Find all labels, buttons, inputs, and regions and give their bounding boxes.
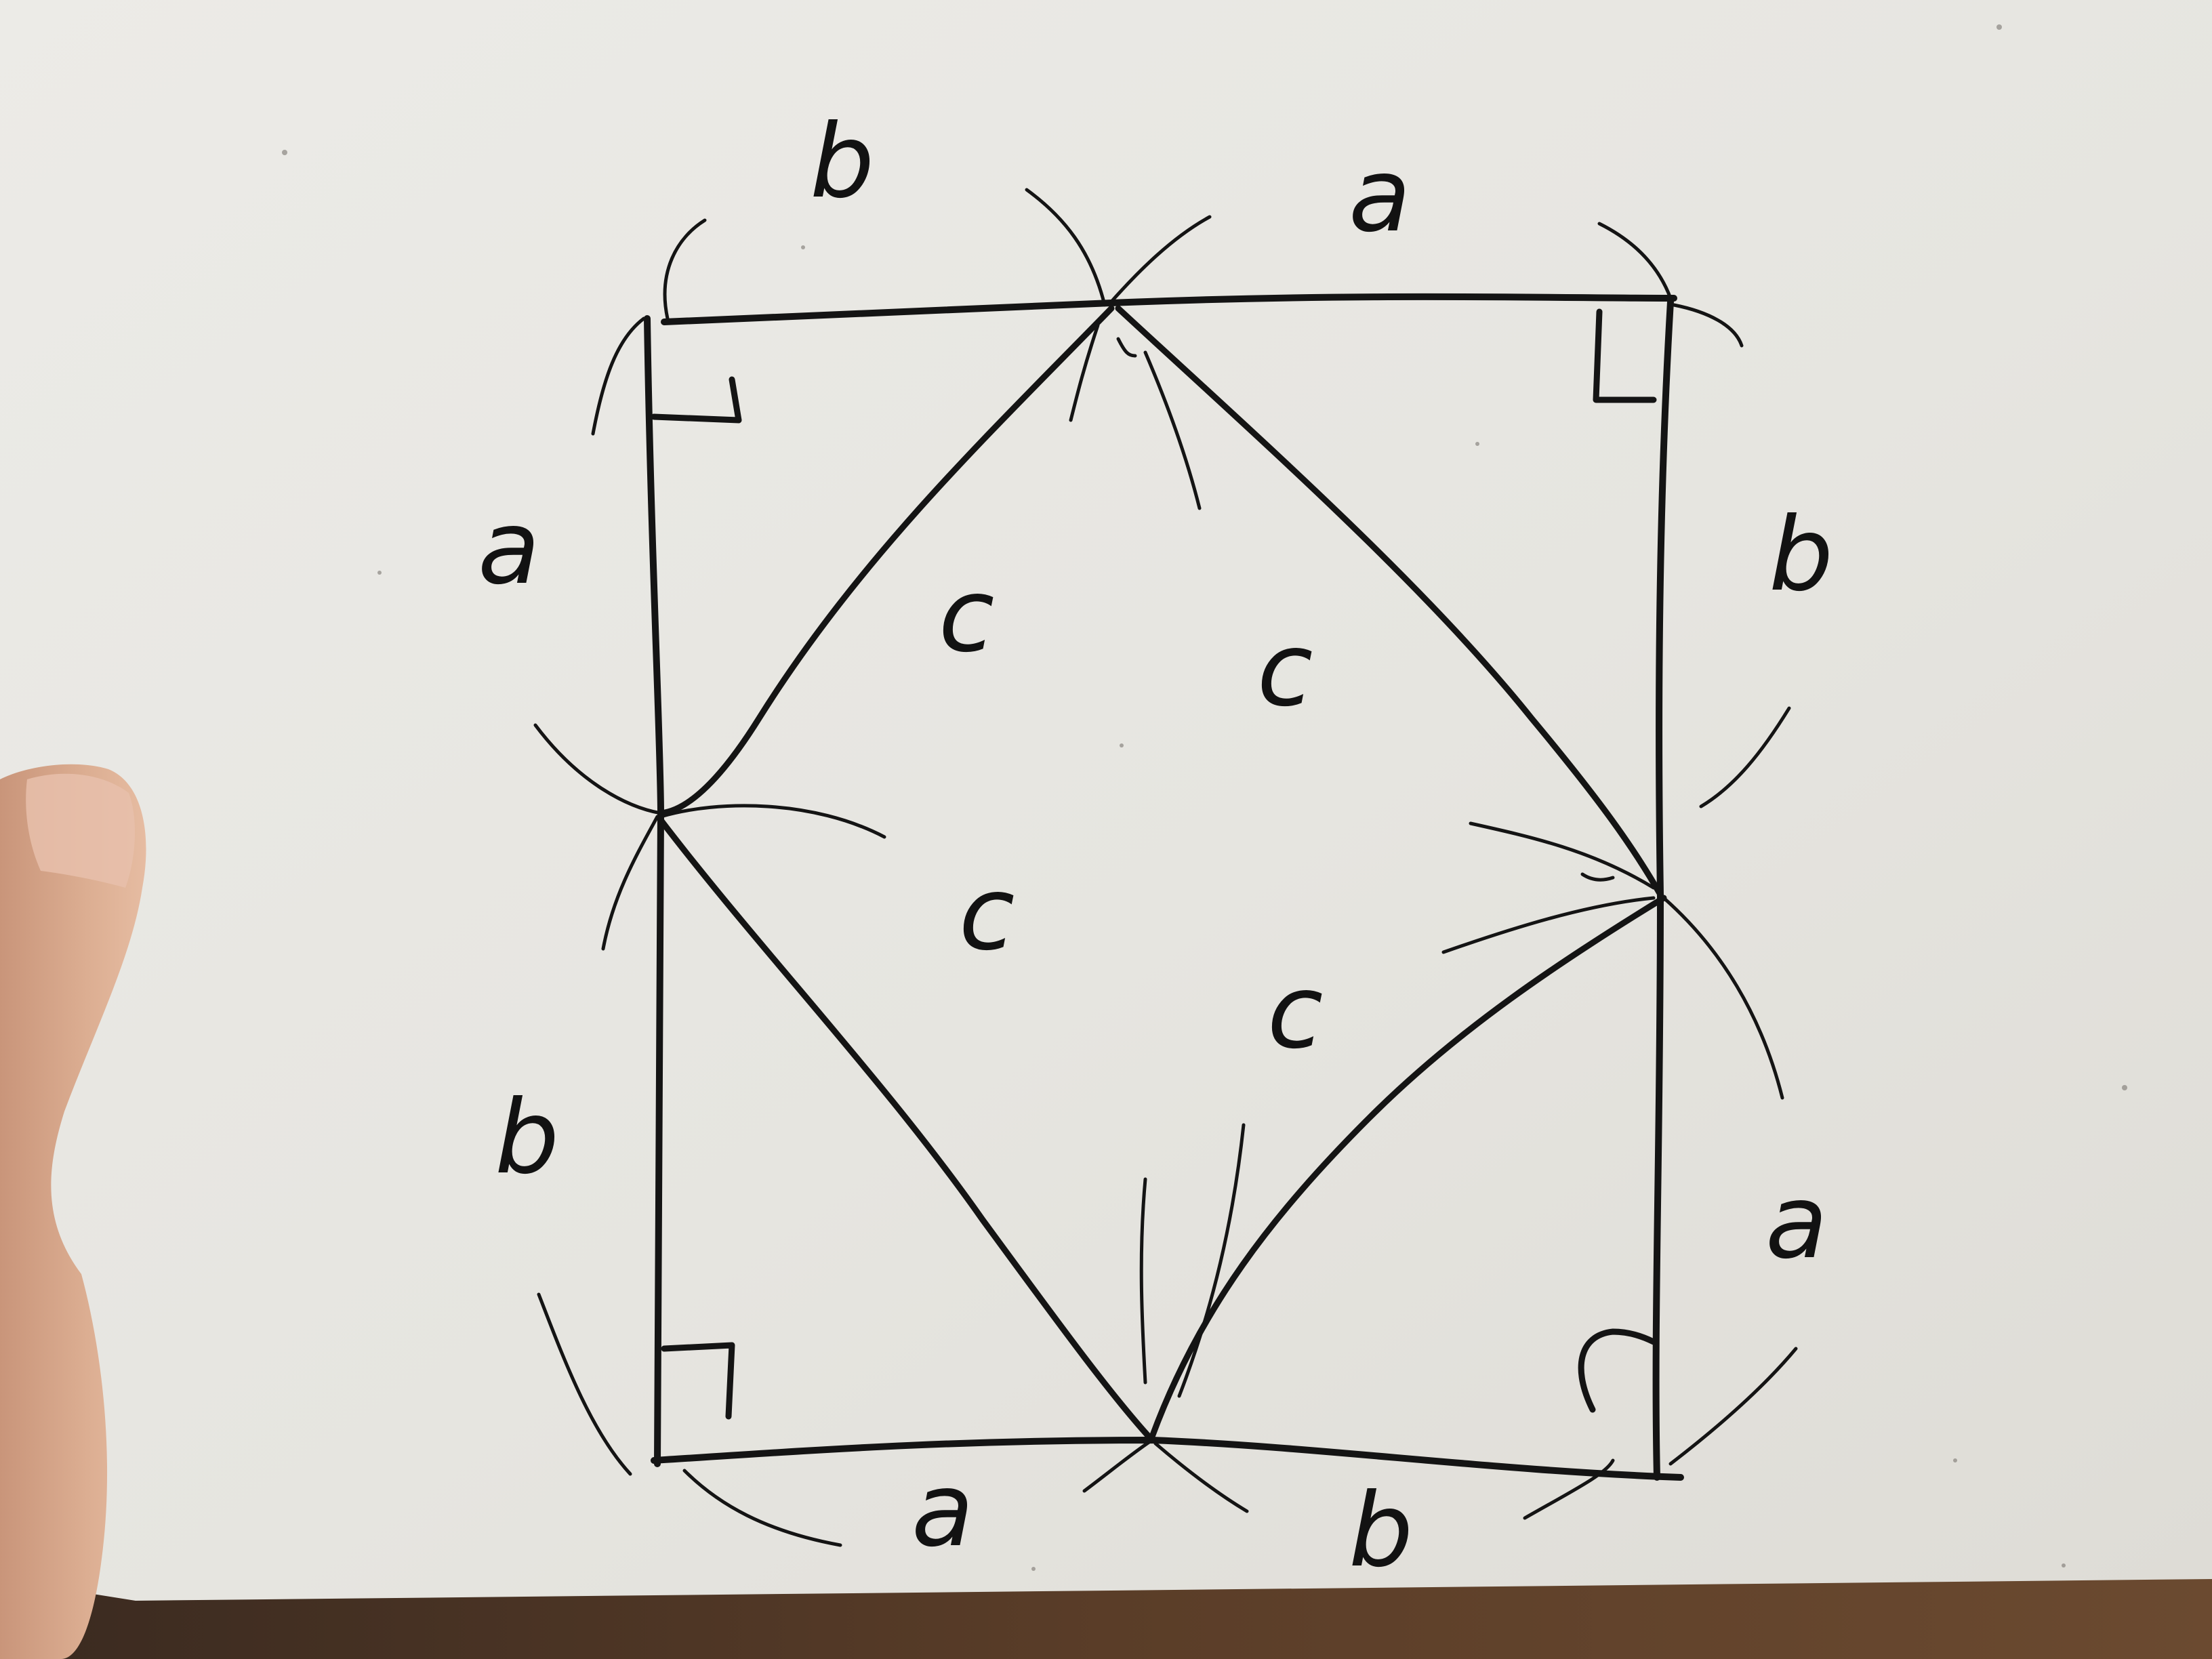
paper-board bbox=[0, 0, 2212, 1601]
label-inner-upper-right: c bbox=[1257, 611, 1313, 729]
label-inner-upper-left: c bbox=[939, 557, 994, 675]
arc-bottom-mid-d bbox=[1153, 1441, 1249, 1513]
arc-left-top bbox=[591, 316, 646, 436]
arc-left-mid-a bbox=[533, 723, 663, 815]
right-angle-bottom-right bbox=[1578, 1328, 1657, 1413]
label-top-right: a bbox=[1349, 137, 1411, 255]
label-left-bottom: b bbox=[495, 1079, 559, 1197]
arc-bottom-left-a bbox=[537, 1292, 632, 1476]
arc-left-mid-b bbox=[659, 804, 886, 839]
arc-right-mid-a bbox=[1469, 821, 1656, 890]
right-angle-marks bbox=[651, 308, 1657, 1420]
right-angle-top-left bbox=[651, 376, 742, 424]
thumbnail bbox=[26, 773, 136, 888]
arc-bottom-left-b bbox=[682, 1469, 842, 1547]
arc-top-right-b bbox=[1672, 303, 1744, 348]
arc-top-left bbox=[663, 218, 707, 321]
label-bottom-right: b bbox=[1349, 1472, 1413, 1590]
arc-top-mid-b bbox=[1109, 215, 1212, 304]
right-angle-bottom-left bbox=[661, 1342, 735, 1420]
thumb bbox=[0, 764, 146, 1659]
paper-specks bbox=[282, 24, 2127, 1571]
arc-right-mid-b bbox=[1441, 896, 1656, 954]
arc-top-mid-c bbox=[1069, 323, 1100, 422]
arc-bottom-right-a bbox=[1523, 1458, 1615, 1520]
inner-edge-upper-right bbox=[1115, 305, 1664, 898]
arc-right-upper bbox=[1699, 706, 1791, 808]
arc-top-mid-a bbox=[1025, 188, 1107, 307]
label-right-bottom: a bbox=[1765, 1164, 1828, 1282]
inner-edge-lower-left bbox=[657, 817, 1155, 1443]
label-left-top: a bbox=[478, 489, 540, 607]
label-top-left: b bbox=[810, 103, 874, 221]
arc-bottom-mid-c bbox=[1082, 1438, 1154, 1493]
label-bottom-left: a bbox=[912, 1452, 974, 1570]
outer-top-edge bbox=[661, 293, 1677, 325]
label-right-top: b bbox=[1769, 496, 1833, 614]
arc-bottom-mid-a bbox=[1139, 1177, 1147, 1385]
label-inner-lower-right: c bbox=[1267, 954, 1323, 1071]
side-labels: b a b a a b a b bbox=[478, 103, 1833, 1590]
right-angle-top-right bbox=[1593, 308, 1657, 403]
compass-arcs bbox=[533, 188, 1798, 1547]
label-inner-lower-left: c bbox=[959, 855, 1015, 973]
inner-edge-upper-left bbox=[657, 305, 1115, 817]
inner-labels: c c c c bbox=[939, 557, 1323, 1071]
tick-right-mid bbox=[1580, 872, 1615, 882]
arc-top-right-a bbox=[1597, 222, 1673, 300]
arc-right-mid-c bbox=[1662, 896, 1784, 1100]
arc-top-mid-d bbox=[1143, 350, 1202, 510]
arc-left-mid-c bbox=[601, 815, 659, 951]
tick-top-mid bbox=[1116, 337, 1137, 358]
arc-bottom-mid-b bbox=[1177, 1123, 1246, 1398]
arc-bottom-right-b bbox=[1668, 1347, 1798, 1466]
